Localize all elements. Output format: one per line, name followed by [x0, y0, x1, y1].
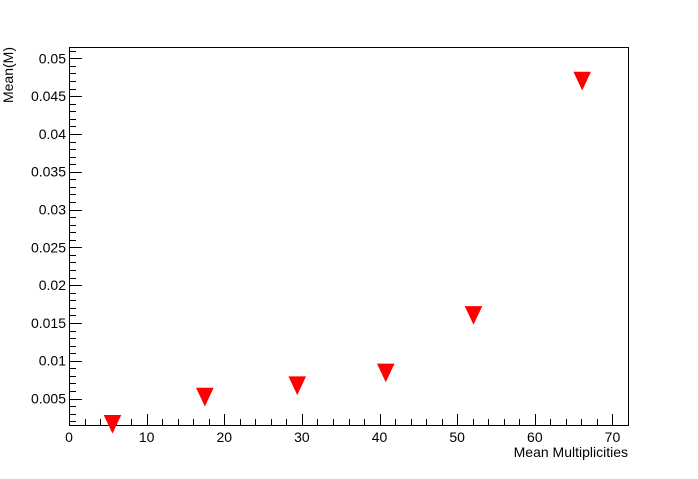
data-point-marker: [288, 376, 307, 396]
data-point-marker: [376, 363, 395, 383]
x-tick-label: 60: [527, 429, 543, 445]
x-tick-label: 0: [65, 429, 73, 445]
y-tick-label: 0.035: [31, 164, 66, 180]
y-axis: 0.005 0.01 0.015 0.02 0.025 0.03 0.035 0.04 0.04…: [31, 50, 82, 422]
y-tick-label: 0.045: [31, 88, 66, 104]
x-tick-label: 40: [372, 429, 388, 445]
x-tick-label: 10: [139, 429, 155, 445]
data-point-marker: [103, 414, 122, 434]
x-tick-label: 30: [294, 429, 310, 445]
data-point-marker: [464, 306, 483, 325]
y-axis-title: Mean(M): [0, 47, 16, 103]
y-tick-label: 0.04: [39, 126, 66, 142]
y-tick-label: 0.005: [31, 391, 66, 407]
x-tick-label: 70: [605, 429, 621, 445]
data-point-marker: [196, 387, 214, 407]
data-markers: [103, 71, 591, 434]
x-axis: 0 10 20 30 40 50 60 70: [65, 414, 629, 445]
y-tick-label: 0.03: [39, 202, 66, 218]
y-tick-label: 0.025: [31, 239, 66, 255]
x-tick-label: 20: [216, 429, 232, 445]
y-tick-label: 0.02: [39, 277, 66, 293]
data-point-marker: [573, 71, 591, 91]
x-axis-title: Mean Multiplicities: [514, 444, 628, 460]
plot-frame: [69, 47, 629, 426]
y-tick-label: 0.01: [39, 353, 66, 369]
x-tick-label: 50: [449, 429, 465, 445]
y-tick-label: 0.015: [31, 315, 66, 331]
y-tick-label: 0.05: [39, 50, 66, 66]
